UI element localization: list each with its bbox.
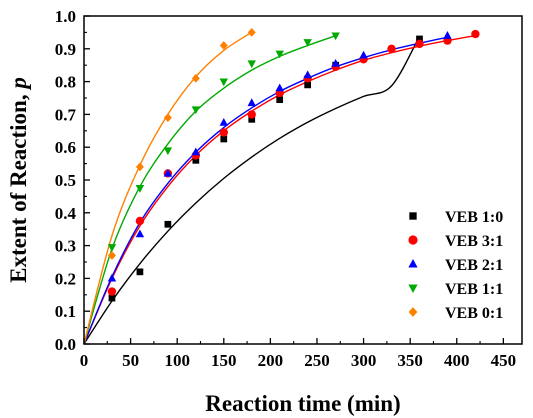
legend-marker: [408, 258, 418, 268]
y-tick-label: 0.3: [55, 237, 76, 256]
x-tick-label: 250: [304, 351, 330, 370]
data-point-veb-1-1: [275, 50, 284, 59]
data-point-veb-2-1: [303, 70, 312, 79]
data-point-veb-2-1: [107, 273, 117, 282]
data-point-veb-2-1: [247, 98, 256, 107]
legend-marker: [408, 284, 418, 294]
data-point-veb-1-1: [247, 60, 256, 69]
y-tick-label: 0.9: [55, 40, 76, 59]
data-point-veb-3-1: [219, 128, 228, 137]
data-point-veb-0-1: [247, 27, 256, 37]
data-point-veb-3-1: [387, 44, 396, 53]
data-point-veb-3-1: [135, 216, 145, 226]
data-point-veb-1-1: [163, 147, 173, 156]
data-point-veb-0-1: [219, 41, 228, 50]
data-point-veb-1-0: [304, 81, 312, 89]
x-axis-title: Reaction time (min): [205, 391, 400, 416]
x-tick-label: 350: [397, 351, 423, 370]
y-axis: 0.0 0.1 0.2 0.3 0.4 0.5 0.6 0.7 0.8 0.9 1.0: [55, 7, 90, 354]
data-point-veb-1-0: [220, 135, 228, 143]
x-tick-label: 450: [491, 351, 517, 370]
data-point-veb-1-1: [303, 39, 312, 47]
data-point-veb-1-0: [136, 268, 144, 276]
data-point-veb-1-1: [219, 78, 228, 87]
data-point-veb-3-1: [247, 110, 256, 119]
data-point-veb-2-1: [135, 229, 145, 238]
data-point-veb-1-1: [135, 185, 145, 193]
y-axis-title: Extent of Reaction, p: [6, 77, 31, 283]
data-point-veb-0-1: [135, 162, 144, 172]
y-tick-label: 0.1: [55, 302, 76, 321]
data-point-veb-1-0: [276, 96, 284, 103]
legend-marker: [408, 235, 418, 245]
legend: VEB 1:0 VEB 3:1 VEB 2:1 VEB 1:1 VEB 0:1: [408, 209, 503, 322]
x-tick-label: 200: [258, 351, 284, 370]
data-point-veb-2-1: [443, 31, 452, 39]
y-tick-label: 0.4: [55, 204, 77, 223]
data-point-veb-1-0: [164, 220, 172, 228]
fit-lines: [83, 31, 476, 345]
y-tick-label: 1.0: [55, 7, 76, 26]
data-point-veb-2-1: [331, 58, 340, 67]
data-point-veb-0-1: [107, 251, 116, 260]
y-tick-label: 0.5: [55, 171, 76, 190]
fit-line-veb-3-1: [83, 34, 476, 345]
data-point-veb-1-0: [192, 156, 200, 164]
data-point-veb-3-1: [415, 39, 424, 49]
data-point-veb-3-1: [107, 287, 117, 296]
x-tick-label: 0: [80, 351, 89, 370]
x-tick-label: 50: [122, 351, 139, 370]
legend-label: VEB 3:1: [445, 233, 503, 250]
data-point-veb-0-1: [163, 113, 172, 123]
data-point-veb-2-1: [219, 117, 228, 126]
x-tick-label: 300: [351, 351, 377, 370]
x-tick-label: 100: [164, 351, 190, 370]
y-axis-title-variable: p: [6, 77, 31, 91]
fit-line-veb-1-0: [83, 35, 421, 345]
data-point-veb-1-0: [248, 115, 256, 123]
data-point-veb-1-1: [107, 244, 117, 252]
data-point-veb-2-1: [191, 147, 201, 156]
y-tick-label: 0.2: [55, 269, 76, 288]
legend-label: VEB 0:1: [445, 305, 503, 322]
y-tick-label: 0.8: [55, 73, 76, 92]
data-point-veb-3-1: [471, 29, 480, 39]
legend-marker: [408, 307, 418, 317]
y-axis-title-main: Extent of Reaction,: [6, 89, 31, 283]
fit-line-veb-1-1: [83, 35, 336, 345]
legend-marker: [409, 212, 417, 220]
data-point-veb-1-1: [191, 106, 201, 115]
data-point-veb-0-1: [191, 73, 200, 83]
data-point-veb-1-0: [108, 294, 116, 302]
y-tick-label: 0.6: [55, 138, 76, 157]
fit-line-veb-0-1: [83, 31, 253, 345]
legend-label: VEB 1:1: [445, 281, 503, 298]
data-point-veb-1-1: [331, 32, 340, 41]
legend-label: VEB 1:0: [445, 209, 503, 226]
x-tick-label: 150: [211, 351, 237, 370]
y-tick-label: 0.0: [55, 335, 76, 354]
legend-label: VEB 2:1: [445, 257, 503, 274]
x-axis: 0 50 100 150 200 250 300 350 400 450: [80, 338, 516, 370]
data-point-veb-2-1: [163, 168, 173, 177]
data-point-veb-2-1: [275, 83, 284, 92]
data-markers: [107, 27, 480, 302]
data-point-veb-2-1: [359, 50, 368, 59]
y-tick-label: 0.7: [55, 105, 77, 124]
x-tick-label: 400: [444, 351, 470, 370]
data-point-veb-1-0: [416, 35, 423, 43]
